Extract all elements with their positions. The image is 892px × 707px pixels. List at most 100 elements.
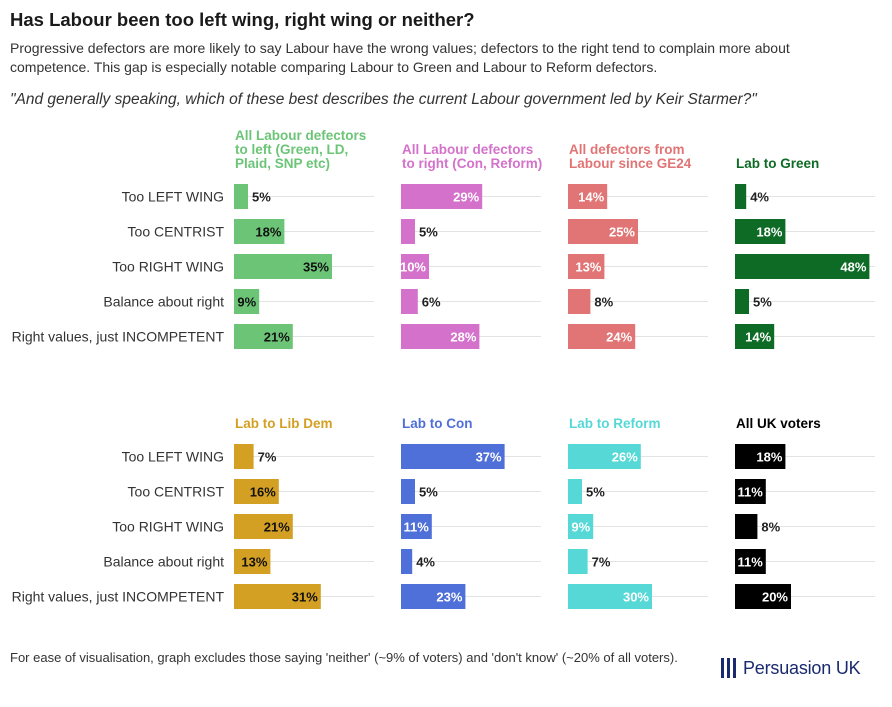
brand-name: Persuasion UK (743, 657, 861, 678)
bar-all-defectors-from-labour-since-ge24-right-values-just-incompetent (568, 324, 636, 349)
bar-all-labour-defectors-to-left-green-ld-plaid-snp-etc-too-centrist (234, 219, 285, 244)
bar-lab-to-green-too-right-wing (735, 254, 870, 279)
data-label: 35% (303, 260, 329, 275)
category-label-too-right-wing: Too RIGHT WING (112, 259, 224, 275)
panel-title-lab-to-green: Lab to Green (736, 156, 819, 171)
bar-all-labour-defectors-to-left-green-ld-plaid-snp-etc-right-values-just-incompetent (234, 324, 293, 349)
category-label-too-centrist: Too CENTRIST (128, 224, 225, 240)
panel-title-all-labour-defectors-to-left-green-ld-plaid-snp-etc: to left (Green, LD, (235, 142, 348, 157)
data-label: 18% (756, 225, 782, 240)
bar-all-labour-defectors-to-left-green-ld-plaid-snp-etc-balance-about-right (234, 289, 260, 314)
survey-question: "And generally speaking, which of these … (10, 91, 757, 108)
data-label: 37% (476, 450, 502, 465)
data-label: 5% (753, 295, 772, 310)
data-label: 5% (252, 190, 271, 205)
bar-lab-to-lib-dem-too-centrist (234, 479, 279, 504)
category-label-balance-about-right: Balance about right (103, 554, 224, 570)
bar-all-labour-defectors-to-right-con-reform-too-left-wing (401, 184, 483, 209)
data-label: 11% (403, 520, 429, 535)
bar-lab-to-reform-too-centrist (568, 479, 582, 504)
panel-title-lab-to-reform: Lab to Reform (569, 416, 661, 431)
bar-lab-to-reform-too-right-wing (568, 514, 594, 539)
panel-title-all-labour-defectors-to-right-con-reform: All Labour defectors (402, 142, 533, 157)
category-label-too-right-wing: Too RIGHT WING (112, 519, 224, 535)
bar-lab-to-lib-dem-balance-about-right (234, 549, 271, 574)
bar-lab-to-con-right-values-just-incompetent (401, 584, 466, 609)
bar-all-defectors-from-labour-since-ge24-too-centrist (568, 219, 638, 244)
panel-title-all-defectors-from-labour-since-ge24: Labour since GE24 (569, 156, 692, 171)
data-label: 5% (586, 485, 605, 500)
bar-all-labour-defectors-to-right-con-reform-balance-about-right (401, 289, 418, 314)
data-label: 18% (255, 225, 281, 240)
bar-all-labour-defectors-to-right-con-reform-right-values-just-incompetent (401, 324, 480, 349)
bar-lab-to-lib-dem-too-left-wing (234, 444, 254, 469)
data-label: 21% (264, 520, 290, 535)
bar-all-uk-voters-too-right-wing (735, 514, 758, 539)
panel-title-all-labour-defectors-to-left-green-ld-plaid-snp-etc: Plaid, SNP etc) (235, 156, 330, 171)
bar-all-uk-voters-too-centrist (735, 479, 766, 504)
data-label: 11% (737, 485, 763, 500)
panel-title-all-labour-defectors-to-right-con-reform: to right (Con, Reform) (402, 156, 542, 171)
data-label: 29% (453, 190, 479, 205)
data-label: 18% (756, 450, 782, 465)
data-label: 13% (241, 555, 267, 570)
data-label: 4% (416, 555, 435, 570)
data-label: 21% (264, 330, 290, 345)
data-label: 11% (737, 555, 763, 570)
bar-lab-to-reform-balance-about-right (568, 549, 588, 574)
panel-title-lab-to-con: Lab to Con (402, 416, 473, 431)
footnote: For ease of visualisation, graph exclude… (10, 650, 678, 665)
persuasion-logo-icon (721, 658, 738, 678)
chart-subtitle: Progressive defectors are more likely to… (10, 40, 790, 75)
data-label: 13% (575, 260, 601, 275)
panel-title-all-labour-defectors-to-left-green-ld-plaid-snp-etc: All Labour defectors (235, 128, 366, 143)
data-label: 28% (450, 330, 476, 345)
panel-title-lab-to-lib-dem: Lab to Lib Dem (235, 416, 333, 431)
bar-lab-to-reform-too-left-wing (568, 444, 641, 469)
bar-all-labour-defectors-to-left-green-ld-plaid-snp-etc-too-left-wing (234, 184, 248, 209)
category-label-too-left-wing: Too LEFT WING (122, 449, 224, 465)
bar-lab-to-lib-dem-right-values-just-incompetent (234, 584, 321, 609)
bar-lab-to-con-balance-about-right (401, 549, 413, 574)
data-label: 6% (422, 295, 441, 310)
bar-all-uk-voters-balance-about-right (735, 549, 766, 574)
data-label: 31% (292, 590, 318, 605)
data-label: 26% (612, 450, 638, 465)
data-label: 9% (237, 295, 256, 310)
bar-all-uk-voters-right-values-just-incompetent (735, 584, 791, 609)
bar-all-defectors-from-labour-since-ge24-too-left-wing (568, 184, 608, 209)
small-multiples-bar-chart: Too LEFT WING Too CENTRIST Too RIGHT WING B… (12, 128, 875, 609)
bar-all-labour-defectors-to-right-con-reform-too-centrist (401, 219, 415, 244)
data-label: 23% (436, 590, 462, 605)
bar-all-defectors-from-labour-since-ge24-too-right-wing (568, 254, 605, 279)
data-label: 20% (762, 590, 788, 605)
data-label: 30% (623, 590, 649, 605)
chart-title: Has Labour been too left wing, right win… (10, 9, 475, 30)
data-label: 5% (419, 485, 438, 500)
bar-lab-to-green-too-centrist (735, 219, 786, 244)
bar-lab-to-con-too-centrist (401, 479, 415, 504)
data-label: 8% (761, 520, 780, 535)
bar-all-defectors-from-labour-since-ge24-balance-about-right (568, 289, 591, 314)
bar-lab-to-green-too-left-wing (735, 184, 747, 209)
bar-lab-to-green-balance-about-right (735, 289, 749, 314)
data-label: 14% (578, 190, 604, 205)
bar-lab-to-con-too-left-wing (401, 444, 505, 469)
data-label: 7% (592, 555, 611, 570)
data-label: 7% (258, 450, 277, 465)
data-label: 25% (609, 225, 635, 240)
data-label: 10% (400, 260, 426, 275)
panel-title-all-defectors-from-labour-since-ge24: All defectors from (569, 142, 685, 157)
data-label: 5% (419, 225, 438, 240)
data-label: 9% (571, 520, 590, 535)
bar-all-labour-defectors-to-right-con-reform-too-right-wing (401, 254, 429, 279)
data-label: 16% (250, 485, 276, 500)
category-label-too-centrist: Too CENTRIST (128, 484, 225, 500)
data-label: 14% (745, 330, 771, 345)
data-label: 24% (606, 330, 632, 345)
bar-lab-to-con-too-right-wing (401, 514, 432, 539)
bar-all-uk-voters-too-left-wing (735, 444, 786, 469)
data-label: 8% (594, 295, 613, 310)
bar-lab-to-lib-dem-too-right-wing (234, 514, 293, 539)
data-label: 48% (840, 260, 866, 275)
